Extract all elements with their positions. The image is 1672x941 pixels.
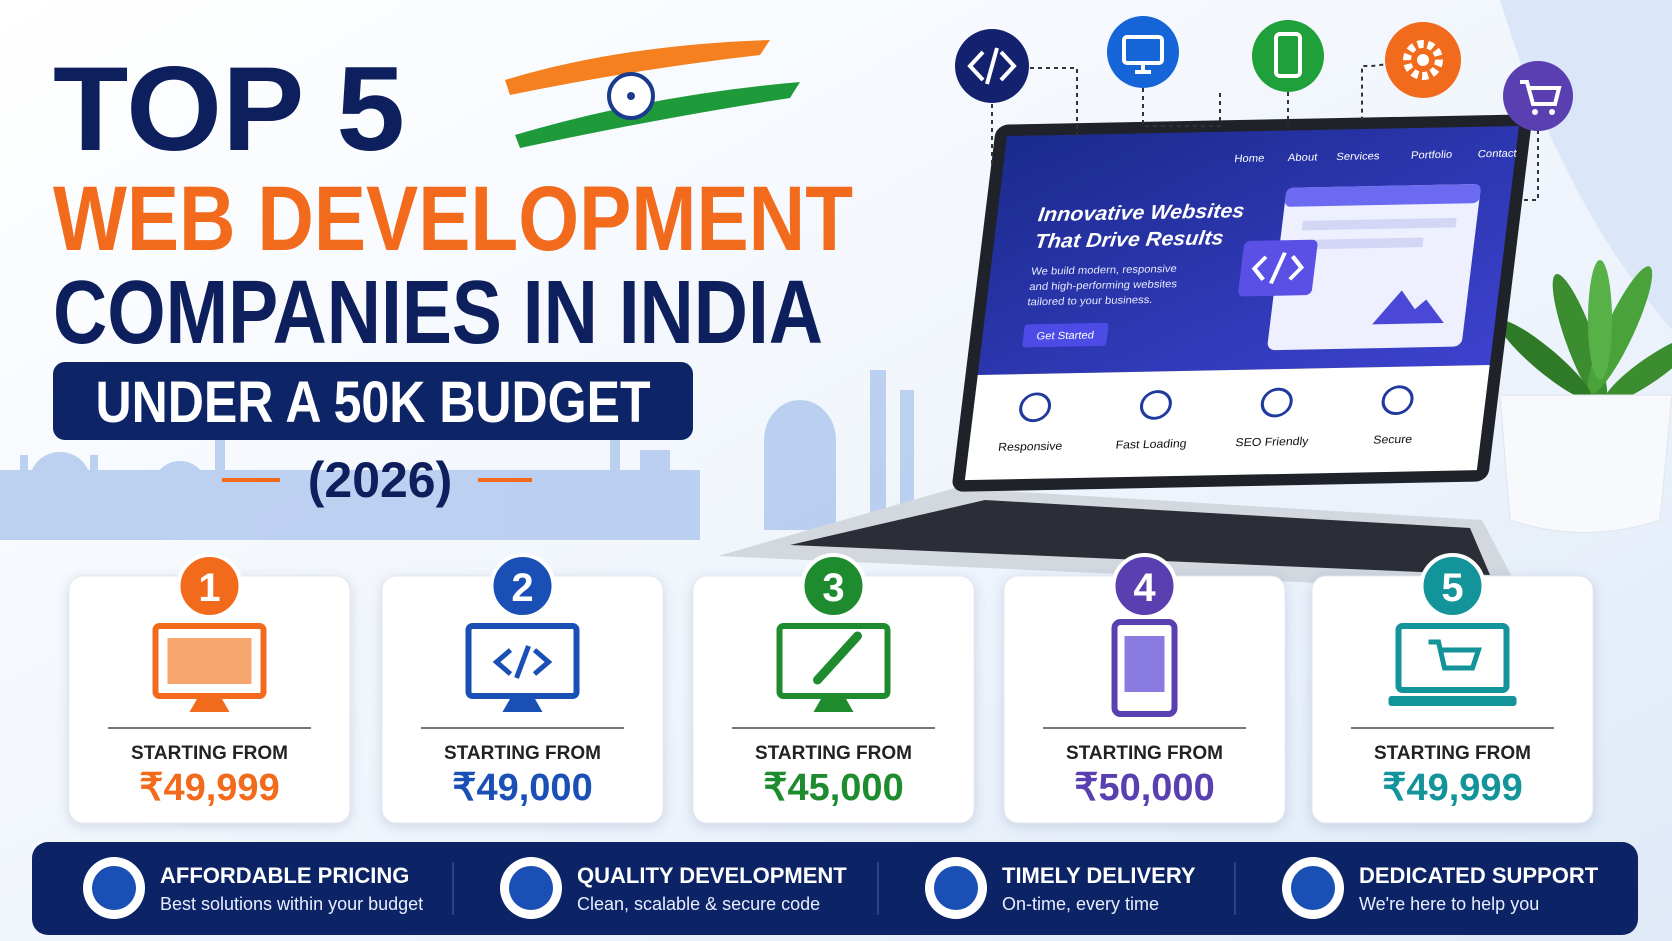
price-label: STARTING FROM xyxy=(1066,743,1223,764)
screen-body: and high-performing websites xyxy=(1029,279,1179,293)
benefit-title: DEDICATED SUPPORT xyxy=(1359,863,1599,888)
card-icon xyxy=(152,623,267,699)
flag-chakra-hub xyxy=(627,92,635,100)
benefit-title: TIMELY DELIVERY xyxy=(1002,863,1196,888)
screen-button[interactable] xyxy=(1022,322,1109,348)
screen-headline: That Drive Results xyxy=(1034,227,1225,253)
card-icon-stand xyxy=(813,698,854,712)
price-label: STARTING FROM xyxy=(444,743,601,764)
rank-number: 3 xyxy=(822,566,844,610)
screen-nav-item[interactable]: Contact xyxy=(1477,148,1517,160)
screen-nav-item[interactable]: Home xyxy=(1234,153,1265,165)
benefit-icon-inner xyxy=(1291,866,1335,910)
rank-number: 4 xyxy=(1133,566,1156,610)
rank-badge xyxy=(1111,553,1178,619)
plant xyxy=(1498,260,1672,533)
screen-nav-item[interactable]: About xyxy=(1287,152,1318,164)
benefit-icon-inner xyxy=(934,866,978,910)
card-icon-detail xyxy=(1124,636,1165,692)
title-line: WEB DEVELOPMENT xyxy=(53,168,853,270)
benefit-icon-inner xyxy=(509,866,553,910)
benefit-title: AFFORDABLE PRICING xyxy=(160,863,409,888)
price: ₹49,999 xyxy=(1382,767,1522,809)
icon-desktop xyxy=(1107,16,1179,88)
benefits-bar xyxy=(32,842,1638,935)
flag-green xyxy=(515,82,800,148)
title-line: TOP 5 xyxy=(53,42,405,176)
card-icon xyxy=(1111,619,1178,717)
benefit-title: QUALITY DEVELOPMENT xyxy=(577,863,847,888)
screen-feature-label: SEO Friendly xyxy=(1235,434,1310,449)
screen-body: We build modern, responsive xyxy=(1031,263,1178,277)
card-icon xyxy=(465,623,580,699)
rank-badge xyxy=(489,553,556,619)
screen-feature-icon xyxy=(1139,390,1172,420)
card-icon xyxy=(1395,623,1510,693)
card-icon-stand xyxy=(502,698,543,712)
benefit-subtitle: We're here to help you xyxy=(1359,894,1539,914)
screen-body: tailored to your business. xyxy=(1027,294,1153,308)
screen-feature-label: Fast Loading xyxy=(1115,437,1188,452)
screen-feature-icon xyxy=(1019,392,1052,423)
laptop-screen: Home About Services Portfolio Contact Innova… xyxy=(952,114,1532,492)
benefit-subtitle: On-time, every time xyxy=(1002,894,1159,914)
title-line: COMPANIES IN INDIA xyxy=(53,263,823,363)
rank-badge xyxy=(1419,553,1486,619)
screen-window-bar xyxy=(1285,184,1481,207)
card-icon-detail xyxy=(1428,639,1482,671)
year: (2026) xyxy=(308,452,453,508)
icon-cart xyxy=(1503,61,1573,131)
benefit-icon-inner xyxy=(92,866,136,910)
rank-badge xyxy=(176,553,243,619)
card-icon-stand xyxy=(189,698,230,712)
price: ₹49,999 xyxy=(139,767,279,809)
price-label: STARTING FROM xyxy=(1374,743,1531,764)
benefit-subtitle: Best solutions within your budget xyxy=(160,894,423,914)
rank-number: 5 xyxy=(1441,566,1463,610)
card-icon-detail xyxy=(167,638,252,684)
banner xyxy=(53,362,693,440)
screen-nav-item[interactable]: Portfolio xyxy=(1410,149,1453,161)
benefit-subtitle: Clean, scalable & secure code xyxy=(577,894,820,914)
price: ₹49,000 xyxy=(452,767,592,809)
rank-badge xyxy=(800,553,867,619)
screen-feature-label: Secure xyxy=(1373,432,1414,446)
icon-mobile xyxy=(1252,20,1324,92)
screen-feature-icon xyxy=(1381,385,1414,416)
flag-saffron xyxy=(505,40,770,95)
rank-number: 2 xyxy=(511,566,533,610)
card-icon-base xyxy=(1388,696,1517,706)
price: ₹50,000 xyxy=(1074,767,1214,809)
screen-headline: Innovative Websites xyxy=(1037,200,1246,226)
banner-text: UNDER A 50K BUDGET xyxy=(96,370,651,435)
price-label: STARTING FROM xyxy=(131,743,288,764)
card-icon-detail xyxy=(492,645,553,679)
price-label: STARTING FROM xyxy=(755,743,912,764)
price: ₹45,000 xyxy=(763,767,903,809)
rank-number: 1 xyxy=(198,566,220,610)
skyline xyxy=(0,370,914,540)
screen-feature-label: Responsive xyxy=(997,439,1063,454)
laptop-keyboard xyxy=(790,500,1490,575)
card-icon-detail xyxy=(813,631,862,685)
screen-feature-icon xyxy=(1260,387,1293,418)
card-icon xyxy=(776,623,891,699)
screen-nav-item[interactable]: Services xyxy=(1336,151,1381,163)
screen-button-label: Get Started xyxy=(1036,330,1095,343)
